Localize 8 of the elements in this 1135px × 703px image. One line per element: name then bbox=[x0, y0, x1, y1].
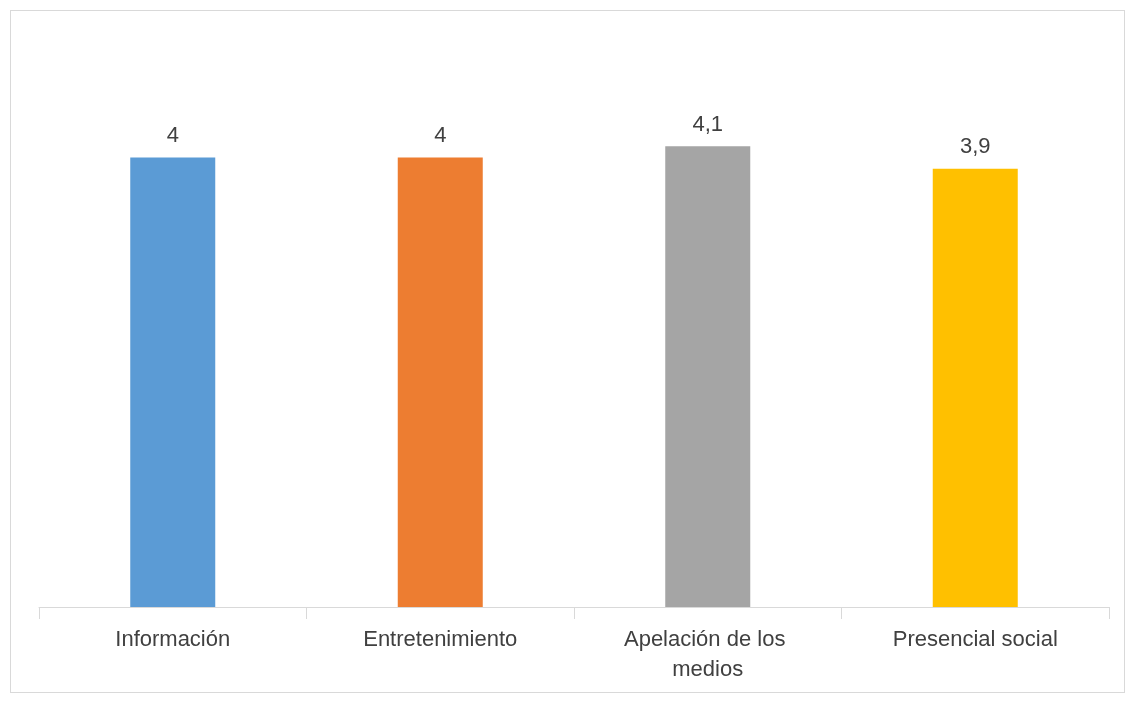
data-label: 3,9 bbox=[959, 133, 991, 159]
x-tick-label: Información bbox=[115, 625, 231, 651]
x-tick-label: Entretenimiento bbox=[363, 625, 518, 651]
x-tick-label: Apelación de los medios bbox=[623, 625, 792, 681]
x-tick-label: Presencial social bbox=[892, 625, 1058, 651]
data-label: 4,1 bbox=[692, 110, 724, 136]
data-label: 4 bbox=[166, 121, 179, 147]
data-label: 4 bbox=[434, 121, 447, 147]
